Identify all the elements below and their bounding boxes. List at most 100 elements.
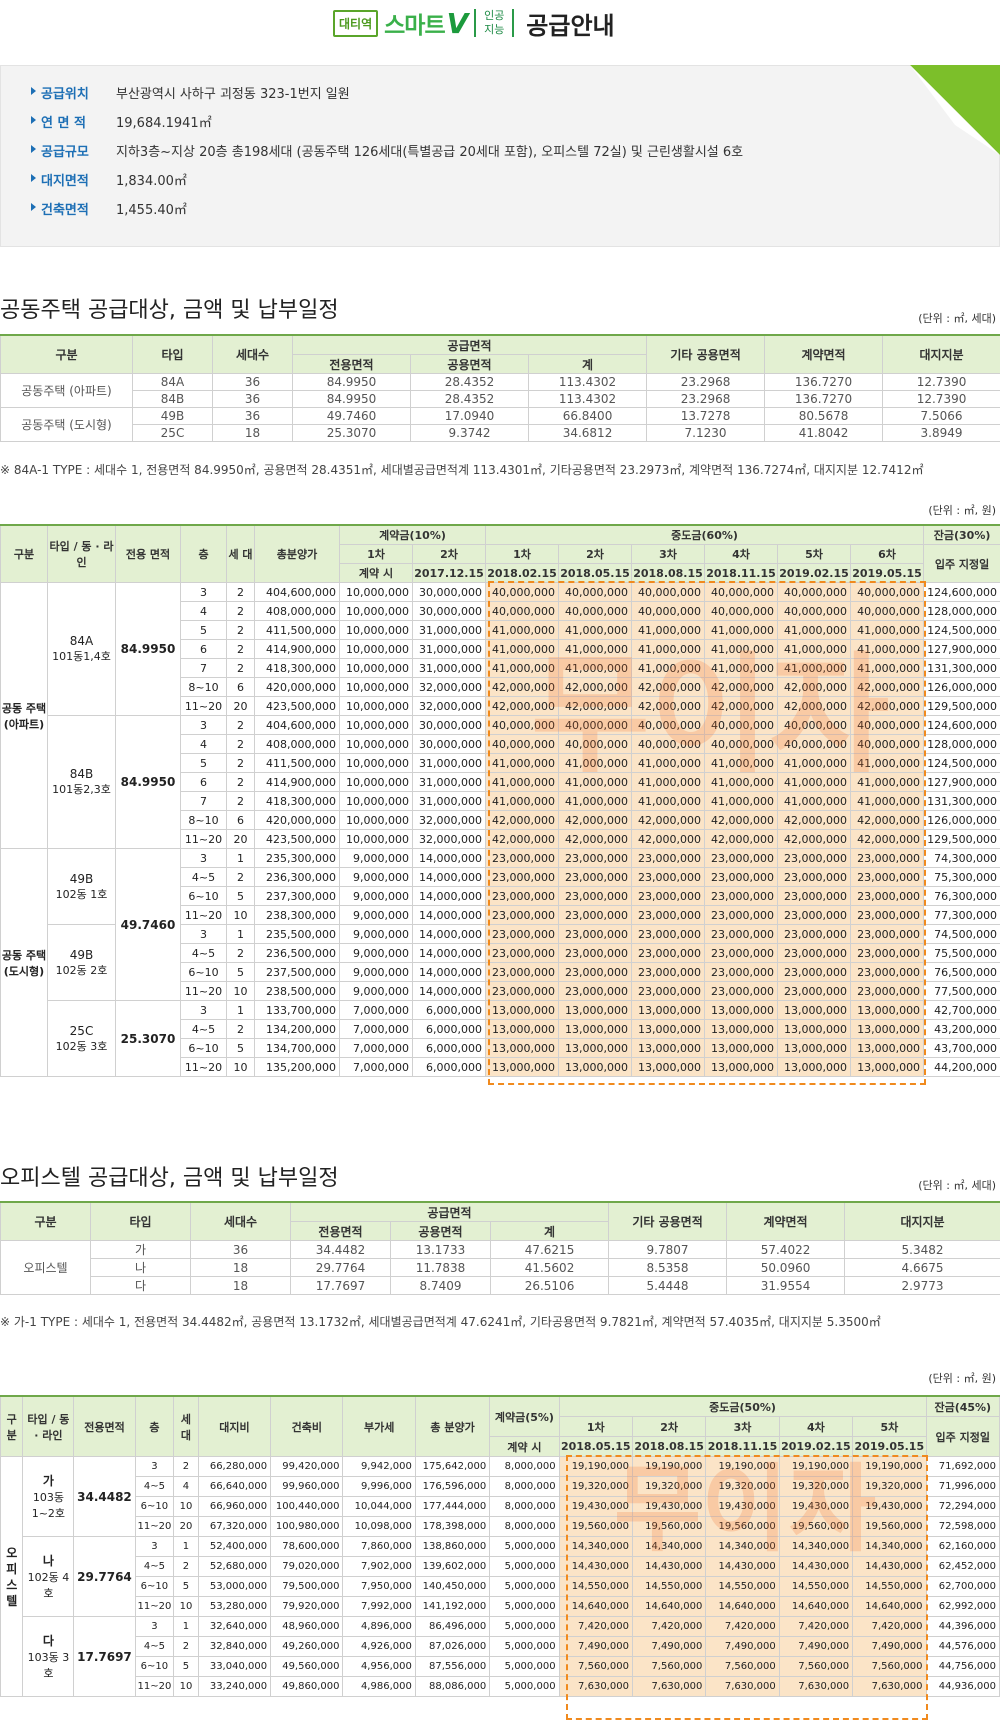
table-cell: 7,420,000	[853, 1617, 926, 1637]
table-cell: 40,000,000	[632, 716, 705, 735]
col-total-price: 총분양가	[255, 525, 340, 583]
off-payment-unit: (단위 : ㎡, 원)	[928, 1370, 996, 1386]
table-cell: 11~20	[135, 1597, 174, 1617]
table-cell: 87,026,000	[415, 1637, 489, 1657]
table-cell: 79,500,000	[271, 1577, 343, 1597]
logo-brand: 스마트	[384, 6, 444, 40]
table-cell: 41,000,000	[559, 640, 632, 659]
table-cell: 23,000,000	[559, 849, 632, 868]
table-cell: 42,000,000	[559, 811, 632, 830]
table-cell: 414,900,000	[255, 773, 340, 792]
table-cell: 28.4352	[411, 391, 529, 408]
col-balance-date: 입주 지정일	[924, 545, 1000, 583]
apt-payment-unit: (단위 : ㎡, 원)	[928, 502, 996, 518]
group-cell: 오피스텔	[1, 1241, 91, 1295]
table-cell: 9,000,000	[340, 887, 413, 906]
info-key: 공급규모	[29, 141, 116, 160]
table-cell: 17.7697	[291, 1277, 391, 1295]
table-cell: 23,000,000	[559, 982, 632, 1001]
table-cell: 2.9773	[845, 1277, 1000, 1295]
table-cell: 13,000,000	[486, 1039, 559, 1058]
table-cell: 41,000,000	[559, 773, 632, 792]
table-cell: 23,000,000	[559, 906, 632, 925]
table-cell: 31,000,000	[413, 773, 486, 792]
table-cell: 41,000,000	[559, 659, 632, 678]
off-supply-unit: (단위 : ㎡, 세대)	[918, 1177, 996, 1193]
table-cell: 23,000,000	[705, 906, 778, 925]
table-cell: 84.9950	[293, 391, 411, 408]
table-cell: 126,000,000	[924, 811, 1000, 830]
table-cell: 13,000,000	[705, 1058, 778, 1077]
col-type: 타입 / 동 · 라인	[23, 1396, 74, 1457]
table-cell: 7,630,000	[706, 1677, 779, 1697]
table-cell: 423,500,000	[255, 830, 340, 849]
table-cell: 100,440,000	[271, 1497, 343, 1517]
table-cell: 23,000,000	[559, 944, 632, 963]
table-cell: 23,000,000	[486, 944, 559, 963]
col-supply-area: 공급면적	[291, 1202, 609, 1222]
table-cell: 23,000,000	[705, 849, 778, 868]
table-cell: 13.1733	[391, 1241, 491, 1259]
table-cell: 66,640,000	[198, 1477, 270, 1497]
table-cell: 23,000,000	[778, 982, 851, 1001]
table-cell: 7	[181, 792, 227, 811]
table-cell: 2	[227, 944, 255, 963]
table-cell: 18	[213, 425, 293, 442]
table-cell: 136.7270	[765, 391, 883, 408]
area-cell: 84.9950	[116, 716, 181, 849]
table-cell: 5.3482	[845, 1241, 1000, 1259]
table-cell: 4	[181, 602, 227, 621]
col-type: 타입 / 동 · 라인	[48, 525, 116, 583]
table-cell: 238,500,000	[255, 982, 340, 1001]
table-cell: 131,300,000	[924, 792, 1000, 811]
table-cell: 84B	[133, 391, 213, 408]
table-cell: 14,640,000	[853, 1597, 926, 1617]
table-cell: 9.3742	[411, 425, 529, 442]
table-cell: 23,000,000	[705, 887, 778, 906]
table-cell: 5,000,000	[490, 1657, 559, 1677]
table-cell: 42,000,000	[632, 678, 705, 697]
table-cell: 67,320,000	[198, 1517, 270, 1537]
table-cell: 23,000,000	[778, 868, 851, 887]
col-land-share: 대지지분	[883, 335, 1000, 374]
table-cell: 84A	[133, 374, 213, 391]
info-row-land-area: 대지면적 1,834.00㎡	[29, 170, 187, 189]
table-cell: 13,000,000	[778, 1039, 851, 1058]
table-cell: 7,560,000	[853, 1657, 926, 1677]
table-cell: 47.6215	[491, 1241, 609, 1259]
table-cell: 77,500,000	[924, 982, 1000, 1001]
table-cell: 10,000,000	[340, 754, 413, 773]
table-cell: 30,000,000	[413, 716, 486, 735]
table-cell: 14,340,000	[779, 1537, 852, 1557]
table-cell: 4~5	[135, 1557, 174, 1577]
table-cell: 40,000,000	[851, 583, 924, 602]
table-cell: 44,396,000	[926, 1617, 999, 1637]
table-cell: 40,000,000	[559, 716, 632, 735]
table-cell: 32,640,000	[198, 1617, 270, 1637]
logo-sub: 인공 지능	[474, 9, 514, 37]
col-m2: 2차	[632, 1417, 705, 1437]
table-cell: 31,000,000	[413, 659, 486, 678]
table-cell: 6,000,000	[413, 1020, 486, 1039]
col-floor: 층	[181, 525, 227, 583]
table-cell: 29.7764	[291, 1259, 391, 1277]
area-cell: 17.7697	[74, 1617, 135, 1697]
table-cell: 75,500,000	[924, 944, 1000, 963]
table-cell: 77,300,000	[924, 906, 1000, 925]
table-cell: 19,560,000	[779, 1517, 852, 1537]
table-cell: 23,000,000	[486, 868, 559, 887]
table-cell: 42,000,000	[705, 811, 778, 830]
table-cell: 7,630,000	[853, 1677, 926, 1697]
table-cell: 10	[174, 1597, 198, 1617]
col-contract-area: 계약면적	[765, 335, 883, 374]
table-cell: 13.7278	[647, 408, 765, 425]
col-vat: 부가세	[343, 1396, 415, 1457]
